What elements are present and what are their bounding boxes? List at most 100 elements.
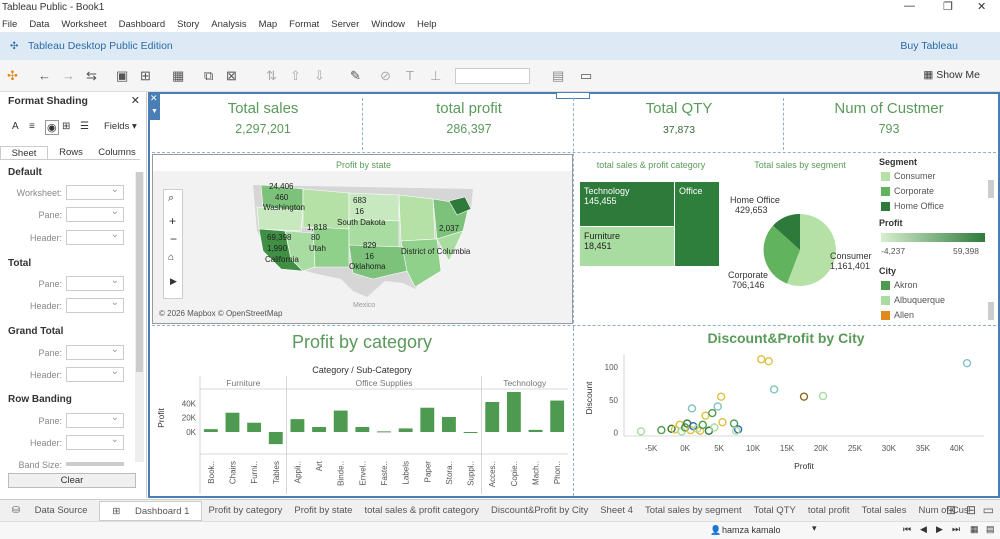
pie-slice-home-office[interactable]: [773, 213, 800, 250]
tab-discount-profit-by-city[interactable]: Discount&Profit by City: [491, 505, 589, 516]
new-worksheet-icon[interactable]: ▦: [172, 68, 185, 83]
grand-header-dropdown[interactable]: [66, 366, 124, 382]
tab-total-qty[interactable]: Total QTY: [753, 505, 796, 516]
pane-shading-dropdown[interactable]: [66, 206, 124, 222]
undo-icon[interactable]: ←: [38, 68, 51, 83]
menu-help[interactable]: Help: [417, 18, 437, 30]
menu-story[interactable]: Story: [177, 18, 200, 30]
sort-asc-icon[interactable]: ⇧: [290, 68, 301, 83]
tab-data-source[interactable]: ⛁ Data Source: [0, 505, 99, 516]
pin-icon[interactable]: ⊥: [430, 68, 442, 83]
zoom-out-icon[interactable]: −: [170, 232, 178, 246]
total-pane-dropdown[interactable]: [66, 275, 124, 291]
show-me-button[interactable]: ▦ Show Me: [923, 69, 980, 81]
clear-sheet-icon[interactable]: ⊠: [226, 68, 237, 83]
new-data-source-icon[interactable]: ⊞: [140, 68, 151, 83]
close-container-icon[interactable]: ✕: [150, 93, 158, 103]
pie-svg[interactable]: [760, 210, 840, 290]
show-sheets-icon[interactable]: ▦: [970, 524, 979, 534]
band-size-slider[interactable]: [66, 462, 124, 466]
legend-item[interactable]: Akron: [881, 280, 918, 291]
grand-pane-dropdown[interactable]: [66, 344, 124, 360]
new-dashboard-tab-icon[interactable]: ⊟: [965, 503, 976, 517]
legend-scrollbar-top[interactable]: [988, 180, 994, 198]
prev-tab-icon[interactable]: ◀: [920, 524, 927, 534]
tab-sheet[interactable]: Sheet: [0, 146, 48, 159]
scrollbar-thumb[interactable]: [136, 172, 143, 372]
tableau-home-icon[interactable]: ✣: [7, 68, 18, 83]
legend-item[interactable]: Albuquerque: [881, 295, 945, 306]
menu-format[interactable]: Format: [289, 18, 320, 30]
banding-pane-dropdown[interactable]: [66, 412, 124, 428]
swap-icon[interactable]: ⇅: [266, 68, 277, 83]
close-window-icon[interactable]: ✕: [977, 1, 987, 13]
replay-icon[interactable]: ⇆: [86, 68, 97, 83]
tab-sheet-4[interactable]: Sheet 4: [600, 505, 633, 516]
menu-analysis[interactable]: Analysis: [211, 18, 247, 30]
filmstrip-icon[interactable]: ▤: [986, 524, 995, 534]
legend-scrollbar-bottom[interactable]: [988, 302, 994, 320]
tab-profit-by-state[interactable]: Profit by state: [294, 505, 353, 516]
tab-profit-by-category[interactable]: Profit by category: [208, 505, 283, 516]
map-search-icon[interactable]: ⌕: [168, 192, 175, 204]
worksheet-shading-dropdown[interactable]: [66, 184, 124, 200]
font-icon[interactable]: A: [12, 121, 19, 132]
sort-desc-icon[interactable]: ⇩: [314, 68, 325, 83]
tab-num-of-customer[interactable]: Num of Custmer: [918, 505, 970, 516]
close-pane-icon[interactable]: ✕: [130, 95, 140, 107]
scatter-chart-svg[interactable]: 100 50 0 -5K 0K 5K 10K 15K 20K 25K 30K 35K 40K Discou…: [576, 348, 996, 496]
maximize-icon[interactable]: ❐: [943, 1, 953, 13]
treemap-technology[interactable]: Technology 145,455: [580, 182, 674, 226]
menu-server[interactable]: Server: [331, 18, 360, 30]
menu-data[interactable]: Data: [29, 18, 50, 30]
container-handle[interactable]: ✕ ▼: [148, 92, 160, 120]
redo-icon[interactable]: →: [62, 68, 75, 83]
tab-total-sales-profit-category[interactable]: total sales & profit category: [364, 505, 480, 516]
tab-dashboard-1[interactable]: ⊞ Dashboard 1: [99, 500, 203, 521]
save-icon[interactable]: ▣: [116, 68, 129, 83]
banding-header-dropdown[interactable]: [66, 434, 124, 450]
menu-window[interactable]: Window: [371, 18, 406, 30]
total-header-dropdown[interactable]: [66, 297, 124, 313]
pie-slice-corporate[interactable]: [763, 225, 800, 284]
duplicate-icon[interactable]: ⧉: [204, 68, 214, 83]
menu-file[interactable]: File: [2, 18, 18, 30]
user-dropdown-icon[interactable]: ▾: [812, 523, 817, 533]
tab-total-profit[interactable]: total profit: [807, 505, 850, 516]
new-story-tab-icon[interactable]: ▭: [982, 503, 994, 517]
format-pane-scrollbar[interactable]: [135, 172, 144, 462]
clear-button[interactable]: Clear: [8, 473, 136, 488]
tab-columns[interactable]: Columns: [98, 147, 136, 158]
map-svg[interactable]: Mexico 24,406 460 Washington 683 16 1,81…: [153, 171, 572, 323]
highlight-icon[interactable]: ✎: [350, 68, 361, 83]
menu-map[interactable]: Map: [258, 18, 278, 30]
user-name[interactable]: hamza kamalo: [722, 525, 781, 535]
tab-total-sales[interactable]: Total sales: [861, 505, 907, 516]
header-shading-dropdown[interactable]: [66, 229, 124, 245]
presentation-mode-icon[interactable]: ▭: [580, 68, 593, 83]
container-menu-icon[interactable]: ▼: [151, 108, 158, 115]
tab-total-sales-by-segment[interactable]: Total sales by segment: [644, 505, 742, 516]
treemap-furniture[interactable]: Furniture 18,451: [580, 227, 674, 266]
shading-icon[interactable]: ◉: [45, 120, 59, 135]
last-tab-icon[interactable]: ⏭: [952, 524, 961, 534]
map-tools-arrow-icon[interactable]: ▶: [170, 276, 177, 286]
fit-dropdown[interactable]: [455, 68, 530, 84]
group-icon[interactable]: ⊘: [380, 68, 391, 83]
treemap-office[interactable]: Office: [675, 182, 719, 266]
fields-dropdown[interactable]: Fields ▾: [104, 121, 137, 132]
next-tab-icon[interactable]: ▶: [936, 524, 943, 534]
borders-icon[interactable]: ⊞: [62, 121, 71, 132]
reset-map-icon[interactable]: ⌂: [168, 252, 175, 263]
menu-worksheet[interactable]: Worksheet: [61, 18, 107, 30]
legend-item[interactable]: Home Office: [881, 201, 944, 212]
legend-item[interactable]: Corporate: [881, 186, 934, 197]
show-cards-icon[interactable]: ▤: [552, 68, 565, 83]
zoom-in-icon[interactable]: +: [169, 214, 177, 228]
legend-item[interactable]: Consumer: [881, 171, 936, 182]
tab-rows[interactable]: Rows: [59, 147, 83, 158]
lines-icon[interactable]: ☰: [80, 121, 89, 132]
bar-chart-svg[interactable]: Furniture Office Supplies Technology 40K 20K…: [152, 376, 572, 494]
align-icon[interactable]: ≡: [29, 121, 35, 132]
pie-slice-consumer[interactable]: [787, 214, 836, 286]
